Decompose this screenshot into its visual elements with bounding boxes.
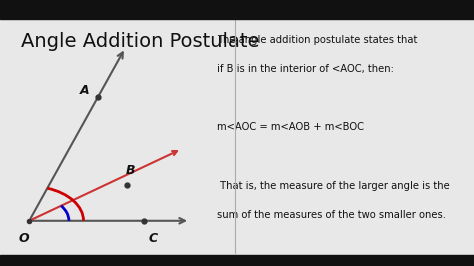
Text: if B is in the interior of <AOC, then:: if B is in the interior of <AOC, then: (217, 64, 394, 74)
Text: The angle addition postulate states that: The angle addition postulate states that (217, 35, 418, 45)
Text: sum of the measures of the two smaller ones.: sum of the measures of the two smaller o… (217, 210, 446, 220)
Text: O: O (19, 232, 29, 245)
Text: Angle Addition Postulate: Angle Addition Postulate (21, 32, 259, 51)
Text: m<AOC = m<AOB + m<BOC: m<AOC = m<AOB + m<BOC (217, 122, 364, 132)
Text: A: A (79, 84, 89, 97)
Text: C: C (148, 232, 157, 245)
Text: B: B (125, 164, 135, 177)
Text: That is, the measure of the larger angle is the: That is, the measure of the larger angle… (217, 181, 450, 191)
